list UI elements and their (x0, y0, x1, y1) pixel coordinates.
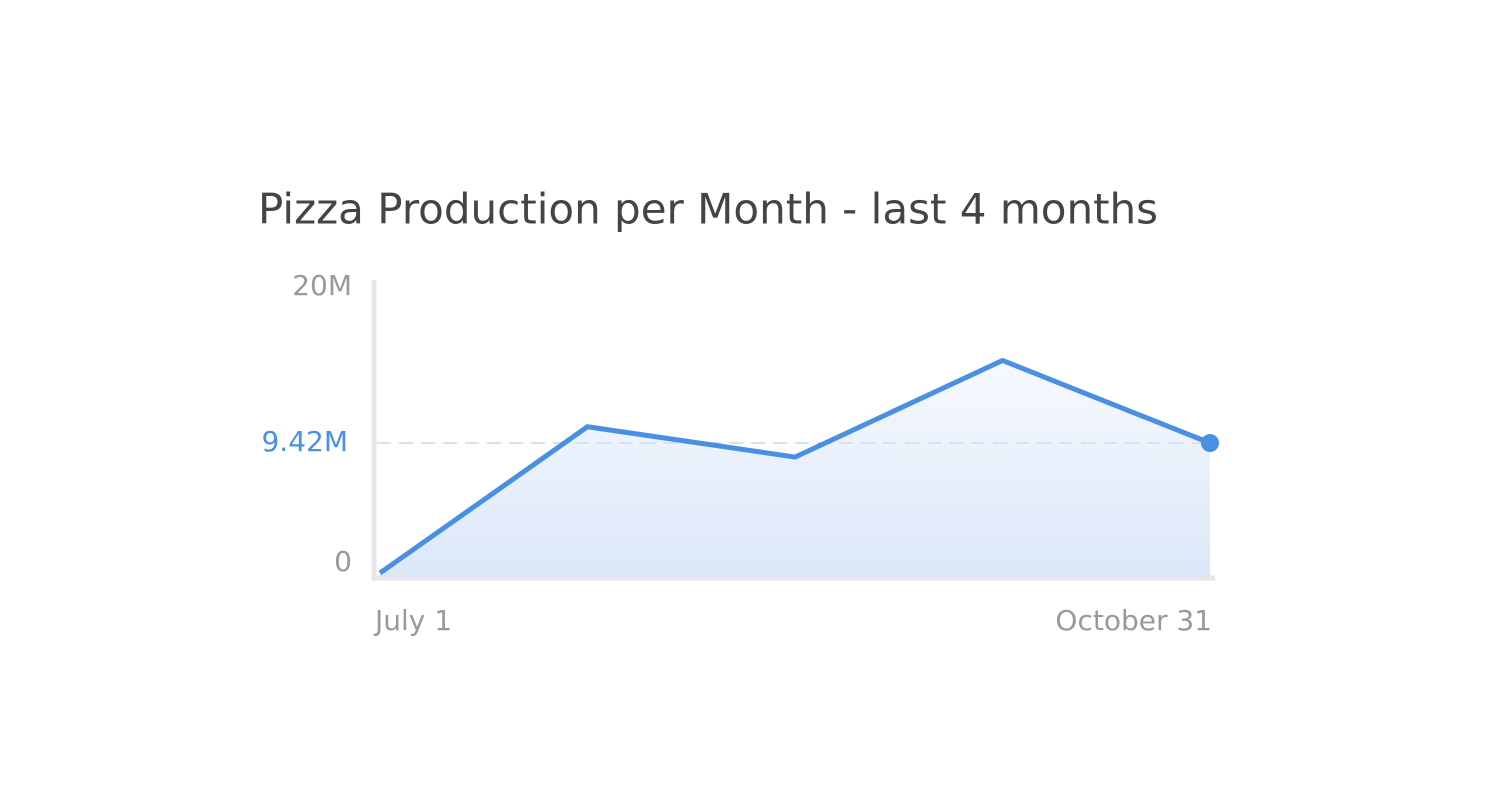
x-tick-label: July 1 (373, 604, 452, 637)
y-tick-label: 20M (292, 269, 352, 302)
end-point (1201, 434, 1219, 453)
value-label: 9.42M (261, 425, 348, 458)
area (380, 360, 1210, 578)
x-tick-label: October 31 (1055, 604, 1212, 637)
y-tick-label: 0 (334, 545, 352, 578)
chart-title: Pizza Production per Month - last 4 mont… (258, 185, 1158, 234)
line (378, 357, 1211, 576)
